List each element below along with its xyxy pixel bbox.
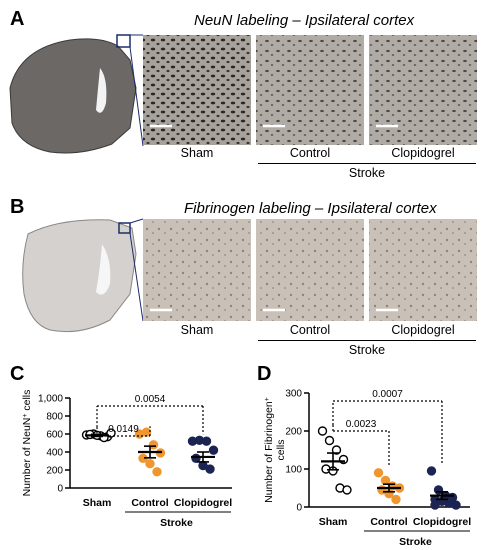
panel-letter-c: C xyxy=(10,363,25,385)
micrograph-a-control xyxy=(256,35,364,145)
chart-d-point xyxy=(317,426,328,436)
chart-d-point xyxy=(430,500,440,510)
chart-c-ytick-label: 800 xyxy=(46,412,63,423)
brain-slice-a xyxy=(9,38,137,154)
chart-d-point xyxy=(426,466,437,476)
chart-c-point xyxy=(201,436,212,446)
chart-d-point xyxy=(324,435,335,446)
micrograph-b-control xyxy=(256,219,364,321)
chart-c-ytick-label: 1,000 xyxy=(38,394,63,405)
panel-letter-d: D xyxy=(257,363,272,385)
chart-c-point xyxy=(152,467,162,477)
micrograph-b-sham xyxy=(143,219,251,321)
chart-c-xtick-label: Control xyxy=(131,497,168,509)
chart-c-ytick-label: 400 xyxy=(46,448,63,459)
chart-c-svg: 0 200 400 600 800 1,000 Number of NeuN+ cells S… xyxy=(21,389,471,549)
chart-c-point xyxy=(191,453,201,464)
chart-d-ylabel-line2: cells xyxy=(275,439,287,460)
chart-c-xtick-label: Sham xyxy=(83,497,112,509)
chart-c-xtick-label: Clopidogrel xyxy=(174,497,232,509)
panel-letter-a: A xyxy=(10,8,25,30)
chart-c-ytick-label: 200 xyxy=(46,466,63,477)
chart-c-p-value: 0.0149 xyxy=(108,424,139,435)
chart-d-ylabel: Number of Fibrinogen+ xyxy=(263,397,275,503)
chart-d-group-label: Stroke xyxy=(399,536,432,548)
panel-b-title: Fibrinogen labeling – Ipsilateral cortex xyxy=(184,200,437,217)
micrograph-a-clopidogrel xyxy=(369,35,477,145)
chart-d-ytick-label: 0 xyxy=(296,503,302,514)
label-a-stroke: Stroke xyxy=(348,166,386,180)
label-b-sham: Sham xyxy=(180,323,214,337)
chart-d-p-value: 0.0023 xyxy=(346,419,377,430)
chart-d-ytick-label: 100 xyxy=(285,465,302,476)
zoom-box-a xyxy=(116,34,131,48)
chart-d-point xyxy=(451,500,461,510)
chart-c-ytick-label: 0 xyxy=(57,484,63,495)
zoom-box-b xyxy=(118,222,131,234)
chart-c-group-label: Stroke xyxy=(160,517,193,529)
chart-c-ytick-label: 600 xyxy=(46,430,63,441)
micrograph-b-clopidogrel xyxy=(369,219,477,321)
chart-d-point xyxy=(391,494,401,505)
chart-c-point xyxy=(205,464,215,474)
chart-d-point xyxy=(342,485,352,495)
stroke-bracket-a xyxy=(258,163,476,164)
chart-c-ylabel: Number of NeuN+ cells xyxy=(21,390,33,497)
chart-d-xtick-label: Clopidogrel xyxy=(413,516,471,528)
chart-d-point xyxy=(331,445,342,455)
chart-d-ytick-label: 300 xyxy=(285,389,302,400)
label-a-control: Control xyxy=(289,146,331,160)
label-b-stroke: Stroke xyxy=(348,343,386,357)
chart-d-point xyxy=(380,475,391,486)
chart-c-p-value: 0.0054 xyxy=(135,394,166,405)
chart-c-point xyxy=(208,445,219,455)
chart-d-p-value: 0.0007 xyxy=(372,389,403,400)
label-a-clopidogrel: Clopidogrel xyxy=(391,146,455,160)
label-b-control: Control xyxy=(289,323,331,337)
chart-c-point xyxy=(141,427,152,437)
panel-a-images xyxy=(9,34,477,154)
panel-letter-b: B xyxy=(10,196,25,218)
brain-slice-b xyxy=(22,219,137,333)
chart-d-ytick-label: 200 xyxy=(285,427,302,438)
stroke-bracket-b xyxy=(258,340,476,341)
chart-d-xtick-label: Sham xyxy=(319,516,348,528)
chart-d-point xyxy=(373,468,384,478)
label-a-sham: Sham xyxy=(180,146,214,160)
chart-d-xtick-label: Control xyxy=(370,516,407,528)
label-b-clopidogrel: Clopidogrel xyxy=(391,323,455,337)
panel-b-images xyxy=(22,218,477,333)
panel-a-title: NeuN labeling – Ipsilateral cortex xyxy=(194,12,415,29)
chart-c-point xyxy=(145,458,155,469)
micrograph-a-sham xyxy=(143,35,251,145)
